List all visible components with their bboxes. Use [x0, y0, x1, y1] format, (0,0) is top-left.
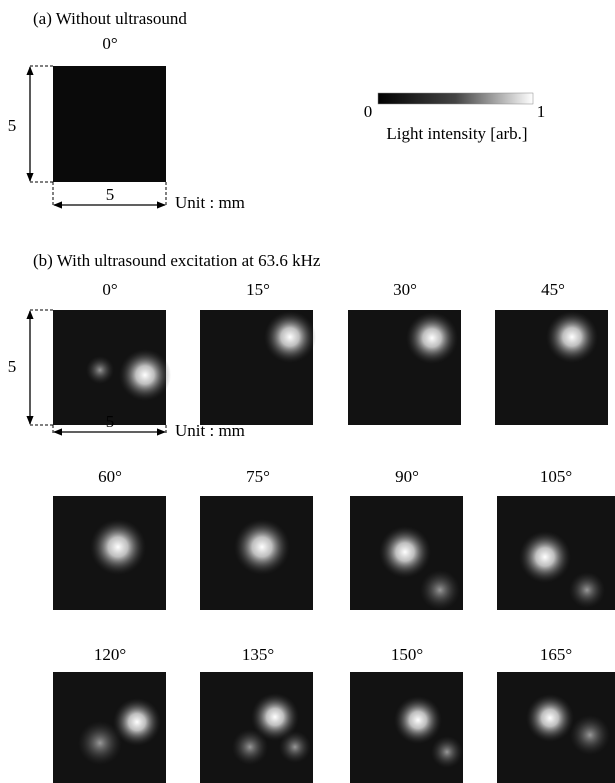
panel-label: (a) Without ultrasound [33, 9, 187, 28]
light-spot [431, 736, 463, 768]
colorbar-max: 1 [537, 102, 546, 121]
angle-label: 0° [102, 34, 117, 53]
light-spot [234, 519, 290, 575]
colorbar [377, 92, 534, 105]
unit-label: Unit : mm [175, 421, 245, 440]
light-spots [78, 311, 610, 768]
light-spot [90, 519, 146, 575]
light-spot [86, 356, 114, 384]
angle-label: 30° [393, 280, 417, 299]
angle-label: 60° [98, 467, 122, 486]
angle-label: 45° [541, 280, 565, 299]
light-spot [78, 721, 122, 765]
light-spot [279, 731, 311, 763]
light-spot [251, 693, 299, 741]
panel-label: (b) With ultrasound excitation at 63.6 k… [33, 251, 321, 270]
height-label: 5 [8, 116, 17, 135]
light-spot [232, 729, 268, 765]
light-spot [113, 698, 161, 746]
light-spot [519, 531, 571, 583]
light-spot [119, 349, 171, 401]
angle-label: 150° [391, 645, 423, 664]
angle-label: 165° [540, 645, 572, 664]
light-spot [546, 311, 598, 363]
unit-label: Unit : mm [175, 193, 245, 212]
height-label: 5 [8, 357, 17, 376]
angle-label: 15° [246, 280, 270, 299]
light-spot [569, 572, 605, 608]
angle-label: 0° [102, 280, 117, 299]
angle-label: 105° [540, 467, 572, 486]
light-spot [406, 312, 458, 364]
width-label: 5 [106, 412, 115, 431]
colorbar-min: 0 [364, 102, 373, 121]
light-spot [379, 526, 431, 578]
angle-label: 90° [395, 467, 419, 486]
light-spot [394, 696, 442, 744]
light-spot [526, 694, 574, 742]
angle-label: 75° [246, 467, 270, 486]
width-label: 5 [106, 185, 115, 204]
frame-angles: 0° 15° 30° 45° 60° 75° 90° 105° 120° 135… [94, 280, 572, 664]
angle-label: 120° [94, 645, 126, 664]
intensity-image [53, 66, 166, 182]
light-spot [420, 570, 460, 610]
light-spot [264, 311, 316, 363]
light-spot [570, 715, 610, 755]
colorbar-label: Light intensity [arb.] [386, 124, 527, 143]
angle-label: 135° [242, 645, 274, 664]
